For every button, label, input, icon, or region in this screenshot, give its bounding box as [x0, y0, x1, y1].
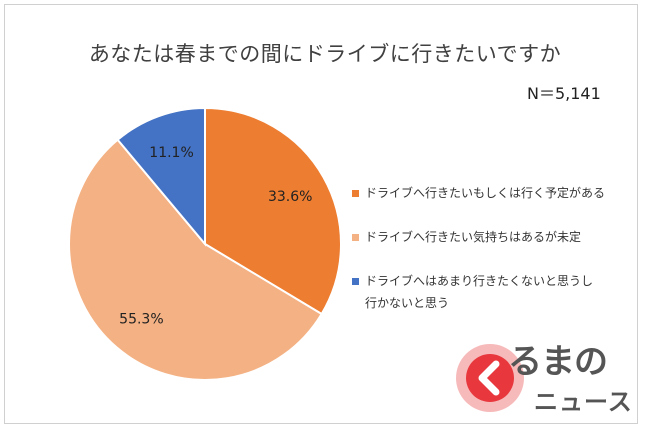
legend-swatch	[352, 190, 359, 197]
legend-label-multiline: ドライブへはあまり行きたくないと思うし 行かないと思う	[365, 270, 593, 314]
legend-label: ドライブへ行きたいもしくは行く予定がある	[365, 186, 606, 200]
car-mark-icon	[456, 344, 524, 412]
legend-item-undecided: ドライブへ行きたい気持ちはあるが未定	[352, 226, 622, 248]
sample-size: N＝5,141	[527, 84, 601, 103]
legend-label-line-1: ドライブへはあまり行きたくないと思うし	[365, 274, 594, 288]
logo-text-line-2: ニュース	[534, 388, 633, 416]
legend-label-line-2: 行かないと思う	[365, 296, 450, 310]
legend-label: ドライブへ行きたい気持ちはあるが未定	[365, 230, 582, 244]
logo-text-line-1: るまの	[508, 342, 608, 382]
legend: ドライブへ行きたいもしくは行く予定がある ドライブへ行きたい気持ちはあるが未定 …	[352, 182, 622, 336]
slice-undecided	[68, 138, 323, 381]
legend-swatch	[352, 278, 359, 285]
slice-planned	[204, 106, 342, 316]
data-label: 11.1%	[149, 145, 193, 161]
legend-item-not-going: ドライブへはあまり行きたくないと思うし 行かないと思う	[352, 270, 622, 314]
data-label: 55.3%	[119, 311, 163, 327]
data-label: 33.6%	[268, 189, 312, 205]
legend-item-planned: ドライブへ行きたいもしくは行く予定がある	[352, 182, 622, 204]
legend-swatch	[352, 234, 359, 241]
kuruma-news-logo: るまの ニュース	[452, 336, 646, 422]
chart-title: あなたは春までの間にドライブに行きたいですか	[88, 42, 562, 66]
slice-not-going	[116, 106, 206, 247]
